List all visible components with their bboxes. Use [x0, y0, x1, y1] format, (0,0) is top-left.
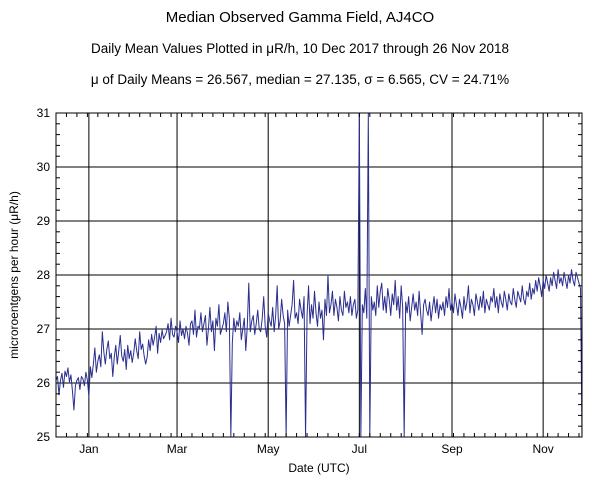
series-layer	[55, 112, 583, 438]
chart-subtitle: Daily Mean Values Plotted in μR/h, 10 De…	[90, 41, 510, 56]
grid-lines	[56, 112, 582, 438]
y-tick-label: 31	[37, 106, 51, 120]
y-tick-label: 30	[37, 160, 51, 174]
x-tick-label: Sep	[441, 442, 463, 456]
x-axis-label: Date (UTC)	[288, 461, 349, 475]
x-tick-label: Nov	[532, 442, 553, 456]
x-tick-label: Mar	[167, 442, 188, 456]
y-axis-label: microroentgens per hour (μR/h)	[7, 191, 21, 359]
y-tick-label: 25	[37, 430, 51, 444]
chart-title: Median Observed Gamma Field, AJ4CO	[165, 9, 435, 26]
y-tick-label: 26	[37, 376, 51, 390]
axis-ticks: 25 26 27 28 29 30 31 Jan Mar May Jul Sep Nov	[37, 106, 582, 456]
x-tick-label: Jan	[79, 442, 98, 456]
y-tick-label: 28	[37, 268, 51, 282]
chart-stats-line: μ of Daily Means = 26.567, median = 27.1…	[90, 72, 510, 87]
series-line-daily-mean	[55, 112, 583, 438]
y-tick-label: 27	[37, 322, 51, 336]
y-tick-label: 29	[37, 214, 51, 228]
x-tick-label: Jul	[352, 442, 367, 456]
x-tick-label: May	[257, 442, 280, 456]
